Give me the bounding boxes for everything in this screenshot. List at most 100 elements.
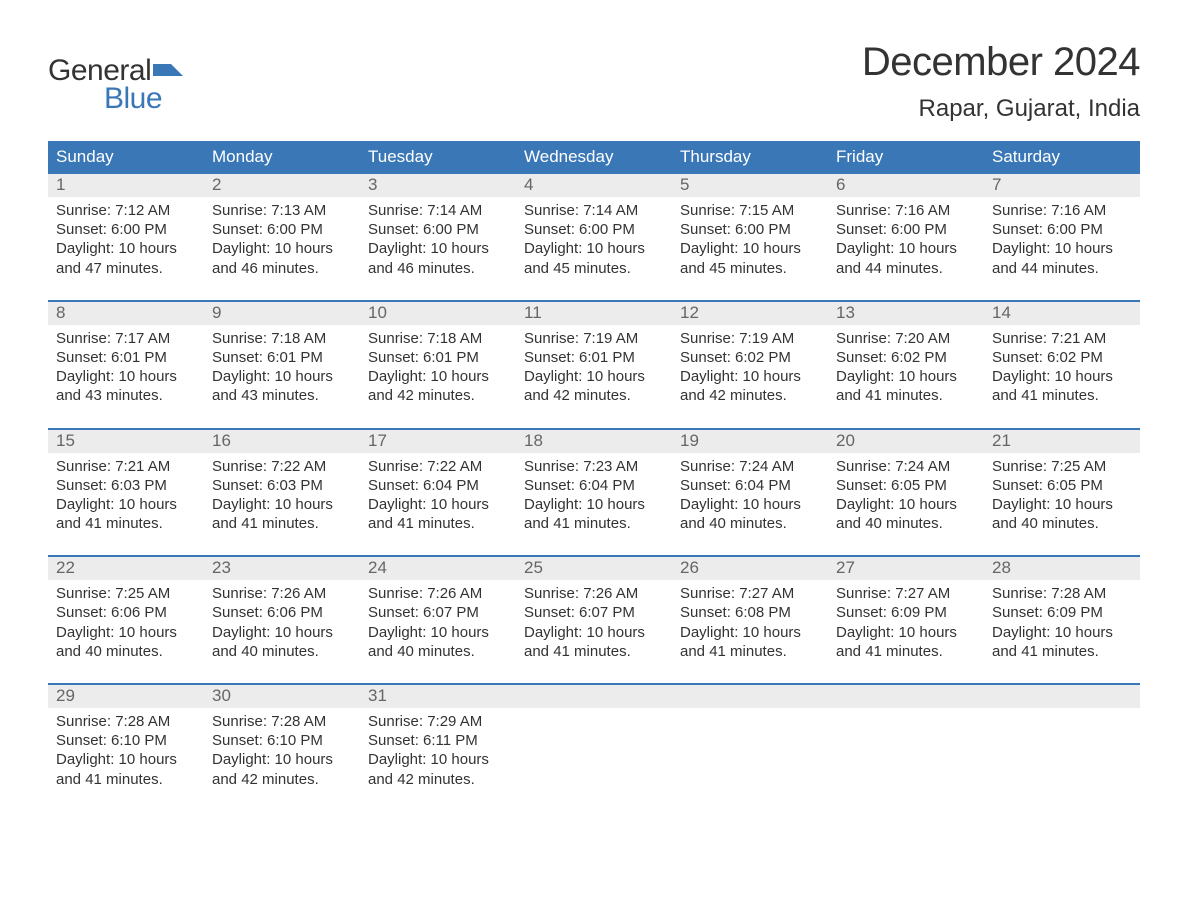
day-sunset: Sunset: 6:01 PM	[212, 348, 352, 367]
day-d2: and 41 minutes.	[836, 642, 976, 661]
day-sunset: Sunset: 6:09 PM	[836, 603, 976, 622]
calendar-cell: 21Sunrise: 7:25 AMSunset: 6:05 PMDayligh…	[984, 430, 1140, 540]
calendar-cell: 18Sunrise: 7:23 AMSunset: 6:04 PMDayligh…	[516, 430, 672, 540]
day-number: 8	[48, 302, 204, 325]
day-sunrise: Sunrise: 7:15 AM	[680, 201, 820, 220]
day-sunrise: Sunrise: 7:25 AM	[992, 457, 1132, 476]
day-number: 13	[828, 302, 984, 325]
day-number: 10	[360, 302, 516, 325]
day-d2: and 41 minutes.	[992, 642, 1132, 661]
day-number	[516, 685, 672, 708]
day-sunset: Sunset: 6:08 PM	[680, 603, 820, 622]
day-d1: Daylight: 10 hours	[680, 239, 820, 258]
day-number: 18	[516, 430, 672, 453]
day-d1: Daylight: 10 hours	[992, 239, 1132, 258]
day-d2: and 42 minutes.	[368, 386, 508, 405]
day-sunset: Sunset: 6:09 PM	[992, 603, 1132, 622]
day-body: Sunrise: 7:12 AMSunset: 6:00 PMDaylight:…	[48, 197, 204, 284]
calendar-cell: 10Sunrise: 7:18 AMSunset: 6:01 PMDayligh…	[360, 302, 516, 412]
calendar-cell: 26Sunrise: 7:27 AMSunset: 6:08 PMDayligh…	[672, 557, 828, 667]
day-body	[984, 708, 1140, 768]
day-d1: Daylight: 10 hours	[56, 239, 196, 258]
day-body: Sunrise: 7:14 AMSunset: 6:00 PMDaylight:…	[360, 197, 516, 284]
day-header: Friday	[828, 141, 984, 174]
calendar-cell: 23Sunrise: 7:26 AMSunset: 6:06 PMDayligh…	[204, 557, 360, 667]
day-number: 20	[828, 430, 984, 453]
day-sunset: Sunset: 6:07 PM	[524, 603, 664, 622]
day-body	[672, 708, 828, 768]
logo-flag-icon	[153, 60, 183, 84]
calendar-cell: 4Sunrise: 7:14 AMSunset: 6:00 PMDaylight…	[516, 174, 672, 284]
day-d1: Daylight: 10 hours	[524, 367, 664, 386]
day-d2: and 41 minutes.	[680, 642, 820, 661]
day-sunset: Sunset: 6:01 PM	[524, 348, 664, 367]
day-sunrise: Sunrise: 7:26 AM	[524, 584, 664, 603]
calendar-cell: 29Sunrise: 7:28 AMSunset: 6:10 PMDayligh…	[48, 685, 204, 795]
day-sunrise: Sunrise: 7:27 AM	[836, 584, 976, 603]
day-number: 16	[204, 430, 360, 453]
day-number: 23	[204, 557, 360, 580]
day-d1: Daylight: 10 hours	[836, 623, 976, 642]
day-body: Sunrise: 7:14 AMSunset: 6:00 PMDaylight:…	[516, 197, 672, 284]
day-d2: and 42 minutes.	[680, 386, 820, 405]
day-sunrise: Sunrise: 7:29 AM	[368, 712, 508, 731]
week-row: 29Sunrise: 7:28 AMSunset: 6:10 PMDayligh…	[48, 683, 1140, 795]
calendar-cell: 5Sunrise: 7:15 AMSunset: 6:00 PMDaylight…	[672, 174, 828, 284]
day-body: Sunrise: 7:19 AMSunset: 6:02 PMDaylight:…	[672, 325, 828, 412]
day-body	[828, 708, 984, 768]
day-sunrise: Sunrise: 7:26 AM	[368, 584, 508, 603]
day-body: Sunrise: 7:16 AMSunset: 6:00 PMDaylight:…	[828, 197, 984, 284]
day-number: 6	[828, 174, 984, 197]
calendar-cell: 25Sunrise: 7:26 AMSunset: 6:07 PMDayligh…	[516, 557, 672, 667]
day-number: 22	[48, 557, 204, 580]
day-sunset: Sunset: 6:10 PM	[212, 731, 352, 750]
calendar-cell: 17Sunrise: 7:22 AMSunset: 6:04 PMDayligh…	[360, 430, 516, 540]
header: General Blue December 2024 Rapar, Gujara…	[48, 40, 1140, 123]
day-sunrise: Sunrise: 7:18 AM	[212, 329, 352, 348]
calendar-cell: 24Sunrise: 7:26 AMSunset: 6:07 PMDayligh…	[360, 557, 516, 667]
day-d2: and 42 minutes.	[368, 770, 508, 789]
day-sunset: Sunset: 6:04 PM	[680, 476, 820, 495]
day-number: 30	[204, 685, 360, 708]
day-body: Sunrise: 7:22 AMSunset: 6:03 PMDaylight:…	[204, 453, 360, 540]
day-header: Thursday	[672, 141, 828, 174]
day-number: 21	[984, 430, 1140, 453]
calendar-cell	[516, 685, 672, 795]
day-body: Sunrise: 7:23 AMSunset: 6:04 PMDaylight:…	[516, 453, 672, 540]
calendar-cell: 11Sunrise: 7:19 AMSunset: 6:01 PMDayligh…	[516, 302, 672, 412]
day-d1: Daylight: 10 hours	[836, 495, 976, 514]
calendar: Sunday Monday Tuesday Wednesday Thursday…	[48, 141, 1140, 795]
day-sunset: Sunset: 6:00 PM	[836, 220, 976, 239]
day-sunset: Sunset: 6:01 PM	[368, 348, 508, 367]
day-sunset: Sunset: 6:05 PM	[992, 476, 1132, 495]
calendar-cell: 8Sunrise: 7:17 AMSunset: 6:01 PMDaylight…	[48, 302, 204, 412]
day-number: 12	[672, 302, 828, 325]
day-number	[672, 685, 828, 708]
day-sunrise: Sunrise: 7:19 AM	[524, 329, 664, 348]
day-d1: Daylight: 10 hours	[524, 623, 664, 642]
day-d1: Daylight: 10 hours	[368, 623, 508, 642]
day-number: 11	[516, 302, 672, 325]
day-d2: and 45 minutes.	[524, 259, 664, 278]
day-d1: Daylight: 10 hours	[368, 750, 508, 769]
day-d2: and 41 minutes.	[992, 386, 1132, 405]
day-sunset: Sunset: 6:03 PM	[56, 476, 196, 495]
day-number: 29	[48, 685, 204, 708]
day-number: 19	[672, 430, 828, 453]
day-sunrise: Sunrise: 7:23 AM	[524, 457, 664, 476]
day-header-row: Sunday Monday Tuesday Wednesday Thursday…	[48, 141, 1140, 174]
page-title: December 2024	[862, 40, 1140, 85]
logo-text-bottom: Blue	[48, 84, 183, 114]
calendar-cell: 19 Sunrise: 7:24 AMSunset: 6:04 PMDayligh…	[672, 430, 828, 540]
day-body: Sunrise: 7:19 AMSunset: 6:01 PMDaylight:…	[516, 325, 672, 412]
day-d1: Daylight: 10 hours	[368, 367, 508, 386]
calendar-cell: 20Sunrise: 7:24 AMSunset: 6:05 PMDayligh…	[828, 430, 984, 540]
day-header: Tuesday	[360, 141, 516, 174]
day-number: 26	[672, 557, 828, 580]
day-body: Sunrise: 7:22 AMSunset: 6:04 PMDaylight:…	[360, 453, 516, 540]
day-sunset: Sunset: 6:00 PM	[368, 220, 508, 239]
day-d1: Daylight: 10 hours	[680, 495, 820, 514]
day-d1: Daylight: 10 hours	[56, 367, 196, 386]
day-sunrise: Sunrise: 7:24 AM	[680, 457, 820, 476]
day-body: Sunrise: 7:28 AMSunset: 6:10 PMDaylight:…	[48, 708, 204, 795]
